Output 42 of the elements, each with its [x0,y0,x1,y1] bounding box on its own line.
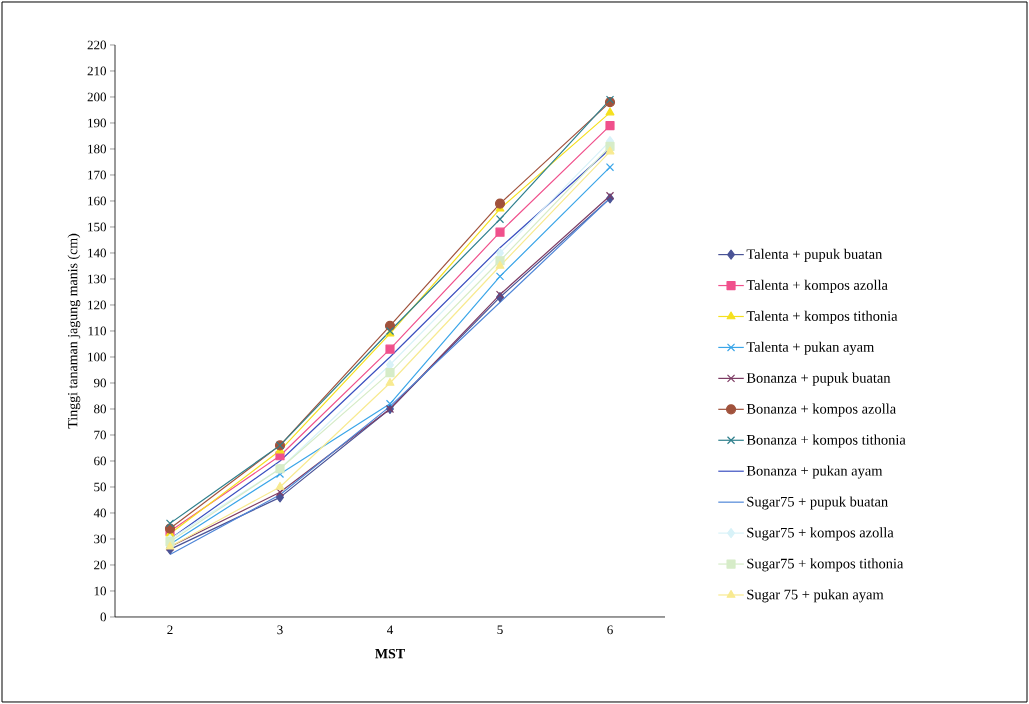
legend-label: Talenta + pukan ayam [746,341,875,355]
y-tick-label: 90 [93,378,107,388]
y-tick-label: 100 [88,352,107,362]
legend-label: Sugar75 + kompos tithonia [747,558,904,572]
y-tick-label: 120 [88,300,107,310]
y-axis-title: Tinggi tanaman jagung manis (cm) [67,233,81,429]
y-tick-label: 130 [88,274,107,284]
y-tick-label: 60 [94,456,107,466]
y-tick-label: 190 [88,118,107,128]
y-tick-label: 20 [94,560,107,570]
y-tick-label: 10 [94,586,107,596]
legend-label: Sugar75 + kompos azolla [747,527,894,541]
y-tick-label: 220 [87,40,107,50]
y-tick-label: 80 [94,404,107,414]
x-tick-label: 2 [167,625,173,635]
y-tick-label: 70 [94,430,107,440]
legend-label: Bonanza + pupuk buatan [746,372,891,386]
x-axis-title: MST [375,649,405,659]
y-tick-label: 150 [88,222,107,232]
legend-label: Sugar75 + pupuk buatan [747,496,888,510]
y-tick-label: 160 [88,196,107,206]
legend-label: Bonanza + kompos azolla [746,403,896,417]
x-tick-label: 3 [277,625,283,635]
legend-label: Talenta + kompos azolla [746,279,888,293]
y-tick-label: 110 [88,326,107,336]
y-tick-label: 210 [87,66,107,76]
y-tick-label: 170 [88,170,107,180]
y-tick-label: 180 [88,144,107,154]
y-tick-label: 0 [100,612,107,622]
x-tick-label: 4 [387,625,394,635]
legend-label: Bonanza + kompos tithonia [746,434,906,448]
legend-label: Talenta + pupuk buatan [746,248,883,262]
x-tick-label: 5 [497,625,503,635]
legend-label: Talenta + kompos tithonia [746,310,898,324]
y-tick-label: 140 [88,248,107,258]
y-tick-label: 30 [94,534,107,544]
y-tick-label: 50 [94,482,107,492]
y-tick-label: 200 [87,92,107,102]
legend-label: Sugar 75 + pukan ayam [747,589,884,603]
legend-label: Bonanza + pukan ayam [746,465,883,479]
x-tick-label: 6 [607,625,613,635]
y-tick-label: 40 [93,508,107,518]
